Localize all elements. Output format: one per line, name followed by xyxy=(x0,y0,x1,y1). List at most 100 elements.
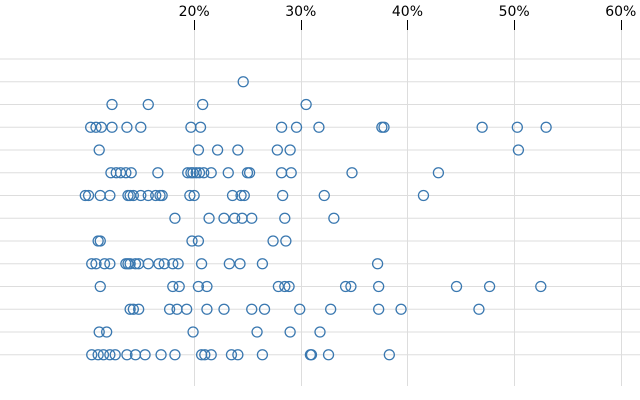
data-point xyxy=(93,326,105,338)
data-point xyxy=(256,258,269,270)
data-point xyxy=(167,280,179,293)
data-point xyxy=(285,167,297,179)
data-point xyxy=(512,144,525,156)
data-point xyxy=(218,303,230,315)
data-point xyxy=(275,121,288,133)
data-point xyxy=(106,98,118,111)
data-point xyxy=(125,167,137,179)
data-point xyxy=(173,280,185,293)
data-point xyxy=(283,280,295,293)
data-point xyxy=(182,167,194,179)
data-point xyxy=(258,303,271,315)
data-point xyxy=(135,121,147,133)
x-tick-label: 30% xyxy=(285,4,316,20)
data-point xyxy=(237,76,249,88)
data-point xyxy=(535,280,547,293)
data-point xyxy=(186,235,198,247)
data-point xyxy=(124,258,136,270)
data-point xyxy=(300,98,312,111)
data-point xyxy=(142,258,154,270)
data-point xyxy=(483,280,496,293)
data-point xyxy=(511,121,523,133)
data-point xyxy=(109,349,121,361)
data-point xyxy=(222,167,234,179)
data-point xyxy=(346,167,358,179)
x-tick-label: 60% xyxy=(605,4,636,20)
data-point xyxy=(85,121,97,133)
data-point xyxy=(167,258,179,270)
data-point xyxy=(90,121,102,133)
data-point xyxy=(280,235,292,247)
data-point xyxy=(104,349,116,361)
data-point xyxy=(97,349,110,361)
data-point xyxy=(218,212,230,224)
data-point xyxy=(114,167,127,179)
data-point xyxy=(205,349,217,361)
data-point xyxy=(246,303,258,315)
data-point xyxy=(150,189,162,202)
data-point xyxy=(79,189,91,202)
data-point xyxy=(127,189,139,202)
data-point xyxy=(238,189,250,202)
data-point xyxy=(313,121,325,133)
data-point xyxy=(169,212,181,224)
data-point xyxy=(184,189,196,202)
data-point xyxy=(290,121,303,133)
data-point xyxy=(124,189,136,202)
data-point xyxy=(284,326,296,338)
data-point xyxy=(251,326,263,338)
data-point xyxy=(153,258,165,270)
data-point xyxy=(232,144,244,156)
data-point xyxy=(203,212,215,224)
data-points xyxy=(79,76,552,361)
data-point xyxy=(223,258,235,270)
data-point xyxy=(192,235,205,247)
data-point xyxy=(267,235,279,247)
x-tick-label: 20% xyxy=(179,4,210,20)
data-point xyxy=(345,280,357,293)
data-point xyxy=(155,349,167,361)
data-point xyxy=(192,144,205,156)
data-point xyxy=(198,167,210,179)
data-point xyxy=(199,349,211,361)
data-point xyxy=(187,167,199,179)
data-point xyxy=(229,212,241,224)
data-point xyxy=(158,258,170,270)
data-point xyxy=(450,280,463,293)
data-point xyxy=(272,280,285,293)
x-tick-label: 50% xyxy=(499,4,530,20)
data-point xyxy=(94,280,106,293)
data-point xyxy=(106,121,118,133)
data-point xyxy=(93,144,105,156)
data-point xyxy=(225,349,238,361)
data-point xyxy=(197,98,209,111)
data-point xyxy=(235,189,247,202)
data-point xyxy=(82,189,95,202)
data-point xyxy=(256,349,269,361)
data-point xyxy=(124,303,136,315)
data-point xyxy=(540,121,552,133)
data-point xyxy=(246,212,258,224)
data-point xyxy=(188,189,200,202)
data-point xyxy=(226,189,239,202)
data-point xyxy=(211,144,224,156)
data-point xyxy=(120,167,132,179)
data-point xyxy=(98,258,111,270)
data-point xyxy=(201,280,213,293)
data-point xyxy=(473,303,485,315)
data-point xyxy=(121,349,133,361)
data-point xyxy=(395,303,407,315)
x-tick-label: 40% xyxy=(392,4,423,20)
data-point xyxy=(234,258,246,270)
data-point xyxy=(92,349,104,361)
data-point xyxy=(417,189,430,202)
data-point xyxy=(193,167,206,179)
data-point xyxy=(373,303,385,315)
data-point xyxy=(104,258,116,270)
data-point xyxy=(181,303,193,315)
data-point xyxy=(101,326,113,338)
data-point xyxy=(104,189,116,202)
data-point xyxy=(328,212,340,224)
data-point xyxy=(142,98,154,111)
